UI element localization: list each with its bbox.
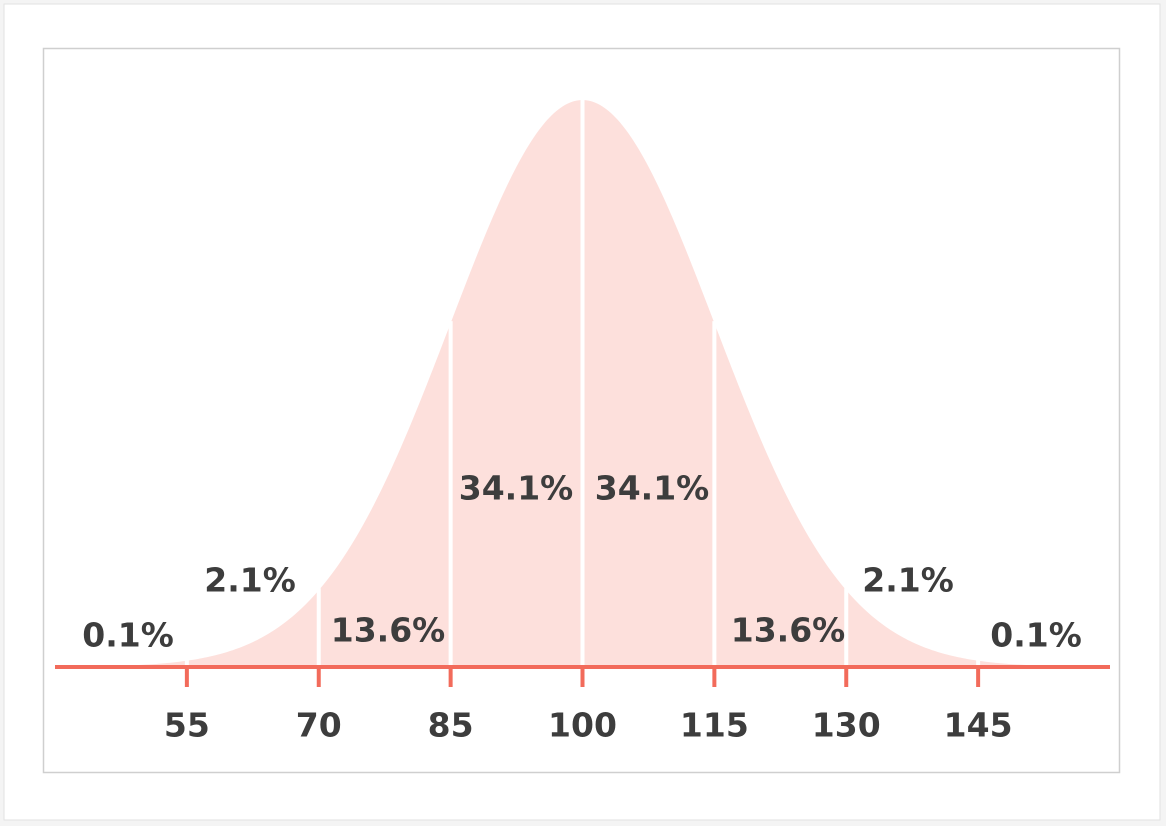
value-label: 0.1% xyxy=(990,616,1082,655)
curve-segment xyxy=(846,590,979,667)
value-label: 13.6% xyxy=(731,611,846,650)
curve-segment xyxy=(582,100,715,667)
value-label: 0.1% xyxy=(82,616,174,655)
x-tick-label: 145 xyxy=(944,706,1013,745)
value-label: 2.1% xyxy=(204,561,296,600)
x-tick-label: 70 xyxy=(296,706,342,745)
curve-segment xyxy=(186,590,319,667)
x-tick-label: 85 xyxy=(428,706,474,745)
x-tick-label: 100 xyxy=(548,706,617,745)
value-label: 34.1% xyxy=(595,469,710,508)
value-label: 2.1% xyxy=(862,561,954,600)
curve-segment xyxy=(318,323,451,667)
x-tick-label: 130 xyxy=(812,706,881,745)
value-label: 34.1% xyxy=(459,469,574,508)
x-tick-label: 55 xyxy=(164,706,210,745)
value-label: 13.6% xyxy=(331,611,446,650)
x-tick-label: 115 xyxy=(680,706,749,745)
curve-segment xyxy=(714,323,847,667)
curve-segment xyxy=(450,100,583,667)
